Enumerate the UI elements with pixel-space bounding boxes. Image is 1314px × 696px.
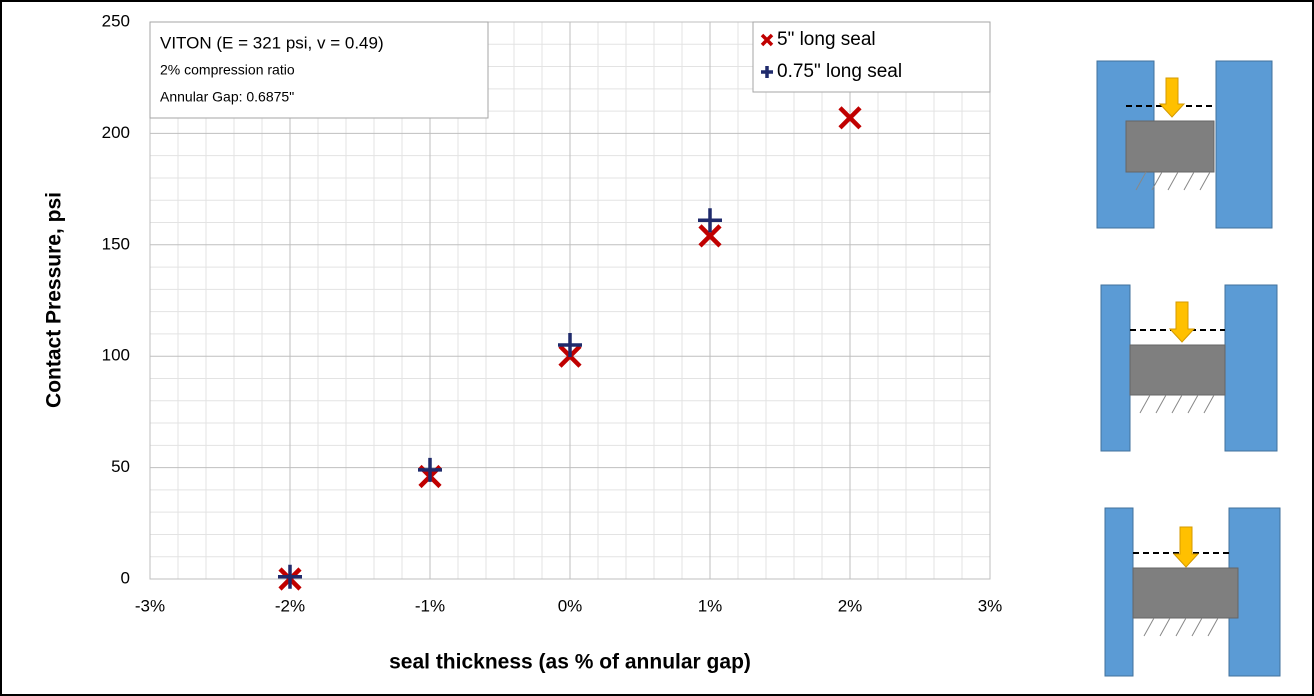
y-tick-label: 150 [102,234,130,253]
y-tick-label: 250 [102,11,130,30]
annotation: 2% compression ratio [160,62,295,78]
legend-label: 0.75" long seal [777,61,902,82]
annotation: VITON (E = 321 psi, v = 0.49) [160,33,384,52]
x-tick-label: -3% [135,596,165,615]
x-tick-label: 1% [698,596,723,615]
annotation: Annular Gap: 0.6875" [160,89,294,105]
x-tick-label: 2% [838,596,863,615]
y-tick-label: 0 [121,568,130,587]
chart: 0 50 100 150 200 250 -3% -2% -1% 0% 1% 2% 3% VITON (E… [0,0,1314,696]
y-tick-label: 200 [102,123,130,142]
x-tick-label: 3% [978,596,1003,615]
x-tick-label: 0% [558,596,583,615]
x-tick-label: -1% [415,596,445,615]
y-tick-label: 100 [102,346,130,365]
y-axis-title: Contact Pressure, psi [43,192,66,408]
x-axis-title: seal thickness (as % of annular gap) [389,651,751,674]
legend-label: 5" long seal [777,29,876,50]
x-tick-label: -2% [275,596,305,615]
y-tick-label: 50 [111,457,130,476]
